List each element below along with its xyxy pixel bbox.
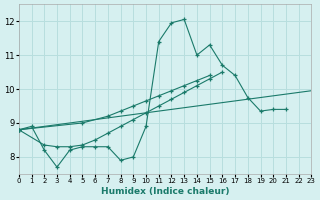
- X-axis label: Humidex (Indice chaleur): Humidex (Indice chaleur): [101, 187, 229, 196]
